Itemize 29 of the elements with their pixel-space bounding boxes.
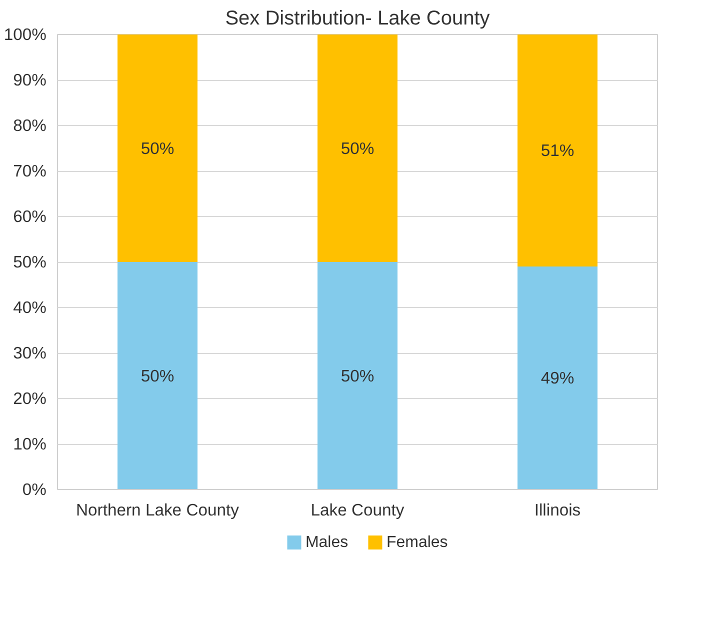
data-label: 50% — [340, 138, 374, 158]
data-label: 50% — [340, 366, 374, 386]
y-tick-label: 100% — [4, 25, 47, 44]
legend-label: Females — [386, 534, 448, 551]
data-label: 50% — [140, 366, 174, 386]
bar — [318, 34, 398, 262]
x-tick-label: Northern Lake County — [76, 500, 240, 520]
bar — [118, 262, 198, 490]
y-tick-label: 90% — [13, 70, 47, 90]
bar — [318, 262, 398, 490]
y-tick-label: 30% — [13, 344, 47, 362]
y-tick-label: 70% — [13, 162, 47, 180]
y-tick-label: 60% — [13, 207, 47, 226]
y-tick-label: 50% — [13, 252, 47, 272]
x-tick-label: Illinois — [534, 500, 581, 520]
legend-label: Males — [305, 534, 348, 551]
x-tick-label: Lake County — [310, 500, 405, 520]
data-label: 49% — [540, 368, 574, 388]
y-tick-label: 10% — [13, 434, 47, 454]
data-label: 50% — [140, 138, 174, 158]
y-tick-label: 40% — [13, 298, 47, 317]
data-label: 51% — [540, 141, 574, 160]
bar — [518, 34, 598, 267]
y-tick-label: 80% — [13, 116, 47, 135]
y-tick-label: 0% — [22, 480, 47, 499]
y-tick-label: 20% — [13, 389, 47, 408]
bar — [518, 266, 598, 490]
chart-title: Sex Distribution- Lake County — [225, 8, 490, 30]
bar — [118, 34, 198, 262]
